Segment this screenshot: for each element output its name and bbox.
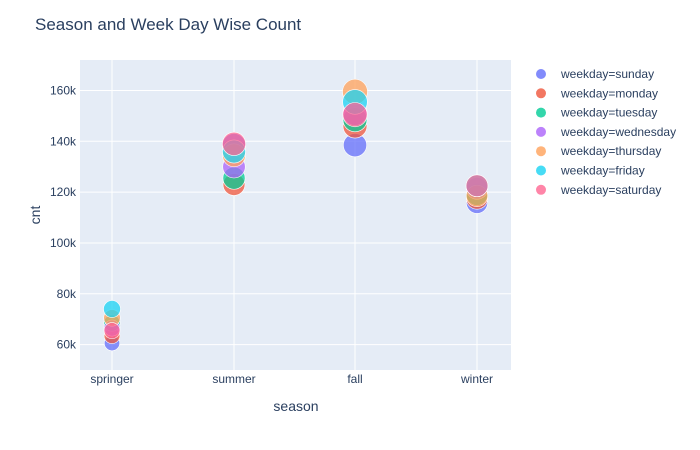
legend-label[interactable]: weekday=thursday — [560, 144, 661, 158]
legend-marker[interactable] — [536, 165, 546, 176]
legend-marker[interactable] — [536, 88, 546, 99]
data-point — [103, 322, 121, 339]
legend-label[interactable]: weekday=monday — [560, 86, 658, 100]
y-tick-label: 100k — [50, 236, 77, 250]
y-tick-label: 160k — [50, 83, 77, 97]
y-tick-label: 60k — [57, 338, 77, 352]
legend-marker[interactable] — [536, 146, 546, 157]
legend-label[interactable]: weekday=wednesday — [560, 125, 676, 139]
legend-marker[interactable] — [536, 69, 546, 79]
y-tick-label: 80k — [57, 287, 77, 301]
x-tick-label: springer — [90, 372, 133, 386]
chart-title: Season and Week Day Wise Count — [35, 15, 301, 34]
legend-marker[interactable] — [536, 184, 546, 195]
data-point — [103, 300, 121, 318]
legend-label[interactable]: weekday=friday — [560, 164, 645, 178]
legend-label[interactable]: weekday=sunday — [560, 67, 654, 81]
y-tick-label: 140k — [50, 134, 77, 148]
legend-label[interactable]: weekday=saturday — [560, 183, 661, 197]
x-tick-label: fall — [347, 372, 362, 386]
y-tick-label: 120k — [50, 185, 77, 199]
legend-marker[interactable] — [536, 107, 546, 118]
y-axis-title: cnt — [27, 206, 43, 225]
x-axis-title: season — [273, 398, 318, 414]
data-point — [465, 174, 489, 198]
data-point — [222, 131, 246, 156]
plot-area — [80, 60, 511, 370]
x-tick-label: summer — [212, 372, 255, 386]
legend-label[interactable]: weekday=tuesday — [560, 106, 657, 120]
legend-marker[interactable] — [536, 126, 546, 137]
x-tick-label: winter — [460, 372, 493, 386]
data-point — [342, 102, 368, 128]
